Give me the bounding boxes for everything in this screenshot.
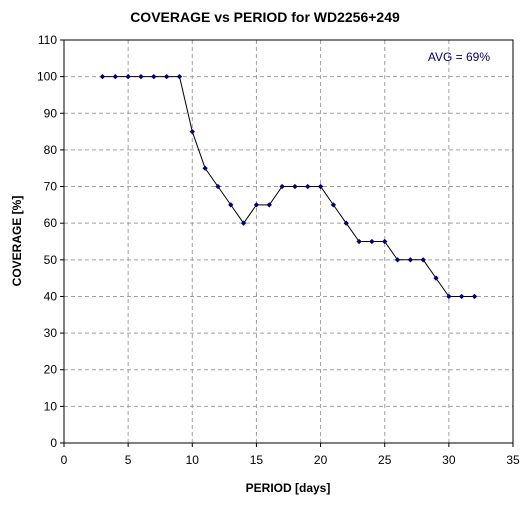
data-point bbox=[176, 73, 183, 80]
data-point bbox=[138, 73, 144, 80]
plot-area-border bbox=[63, 39, 514, 444]
x-axis-label: PERIOD [days] bbox=[246, 481, 331, 495]
x-tick-label: 0 bbox=[61, 453, 68, 467]
data-point bbox=[381, 238, 388, 245]
y-tick-label: 50 bbox=[44, 253, 58, 267]
data-point bbox=[317, 183, 324, 190]
x-tick-label: 10 bbox=[186, 453, 200, 467]
data-point bbox=[215, 183, 221, 190]
data-point bbox=[292, 183, 298, 190]
data-point bbox=[433, 275, 439, 281]
grid bbox=[64, 40, 513, 443]
data-point bbox=[356, 238, 362, 245]
data-point bbox=[330, 202, 337, 208]
x-tick-label: 5 bbox=[125, 453, 132, 467]
data-point bbox=[163, 73, 170, 80]
data-point bbox=[458, 293, 465, 300]
data-point bbox=[407, 257, 414, 263]
data-point bbox=[266, 202, 273, 208]
y-tick-label: 30 bbox=[44, 326, 58, 340]
data-point bbox=[446, 293, 452, 300]
y-tick-label: 70 bbox=[44, 180, 58, 194]
tick-labels: 0 10 20 30 40 50 60 70 80 90 100 110 0 5 10 15 20 25 30 35 bbox=[37, 33, 520, 467]
x-tick-label: 35 bbox=[506, 453, 520, 467]
x-tick-label: 30 bbox=[442, 453, 456, 467]
y-tick-label: 0 bbox=[50, 436, 57, 450]
series bbox=[99, 73, 478, 300]
data-point bbox=[420, 257, 426, 263]
y-tick-label: 10 bbox=[44, 399, 58, 413]
x-tick-label: 25 bbox=[378, 453, 392, 467]
x-tick-label: 20 bbox=[314, 453, 328, 467]
data-point bbox=[228, 202, 234, 208]
data-point bbox=[471, 293, 478, 300]
y-tick-label: 100 bbox=[37, 70, 57, 84]
y-tick-label: 110 bbox=[38, 33, 57, 47]
chart-title: COVERAGE vs PERIOD for WD2256+249 bbox=[130, 9, 400, 25]
data-point bbox=[369, 238, 375, 245]
y-tick-label: 40 bbox=[44, 289, 58, 303]
data-point bbox=[279, 183, 285, 190]
data-point bbox=[125, 73, 131, 80]
y-tick-label: 20 bbox=[44, 363, 58, 377]
data-point bbox=[240, 220, 247, 226]
y-tick-label: 60 bbox=[44, 216, 58, 230]
y-tick-label: 80 bbox=[44, 143, 58, 157]
data-point bbox=[99, 73, 106, 80]
data-point bbox=[343, 220, 349, 226]
data-point bbox=[151, 73, 157, 80]
data-point bbox=[394, 257, 401, 263]
data-point bbox=[253, 202, 260, 208]
data-point bbox=[202, 165, 208, 171]
x-tick-label: 15 bbox=[250, 453, 264, 467]
data-point bbox=[189, 128, 196, 135]
y-tick-label: 90 bbox=[44, 106, 58, 120]
data-point bbox=[112, 73, 119, 80]
average-annotation: AVG = 69% bbox=[428, 50, 490, 64]
y-axis-label: COVERAGE [%] bbox=[10, 196, 24, 287]
data-point bbox=[304, 183, 311, 190]
